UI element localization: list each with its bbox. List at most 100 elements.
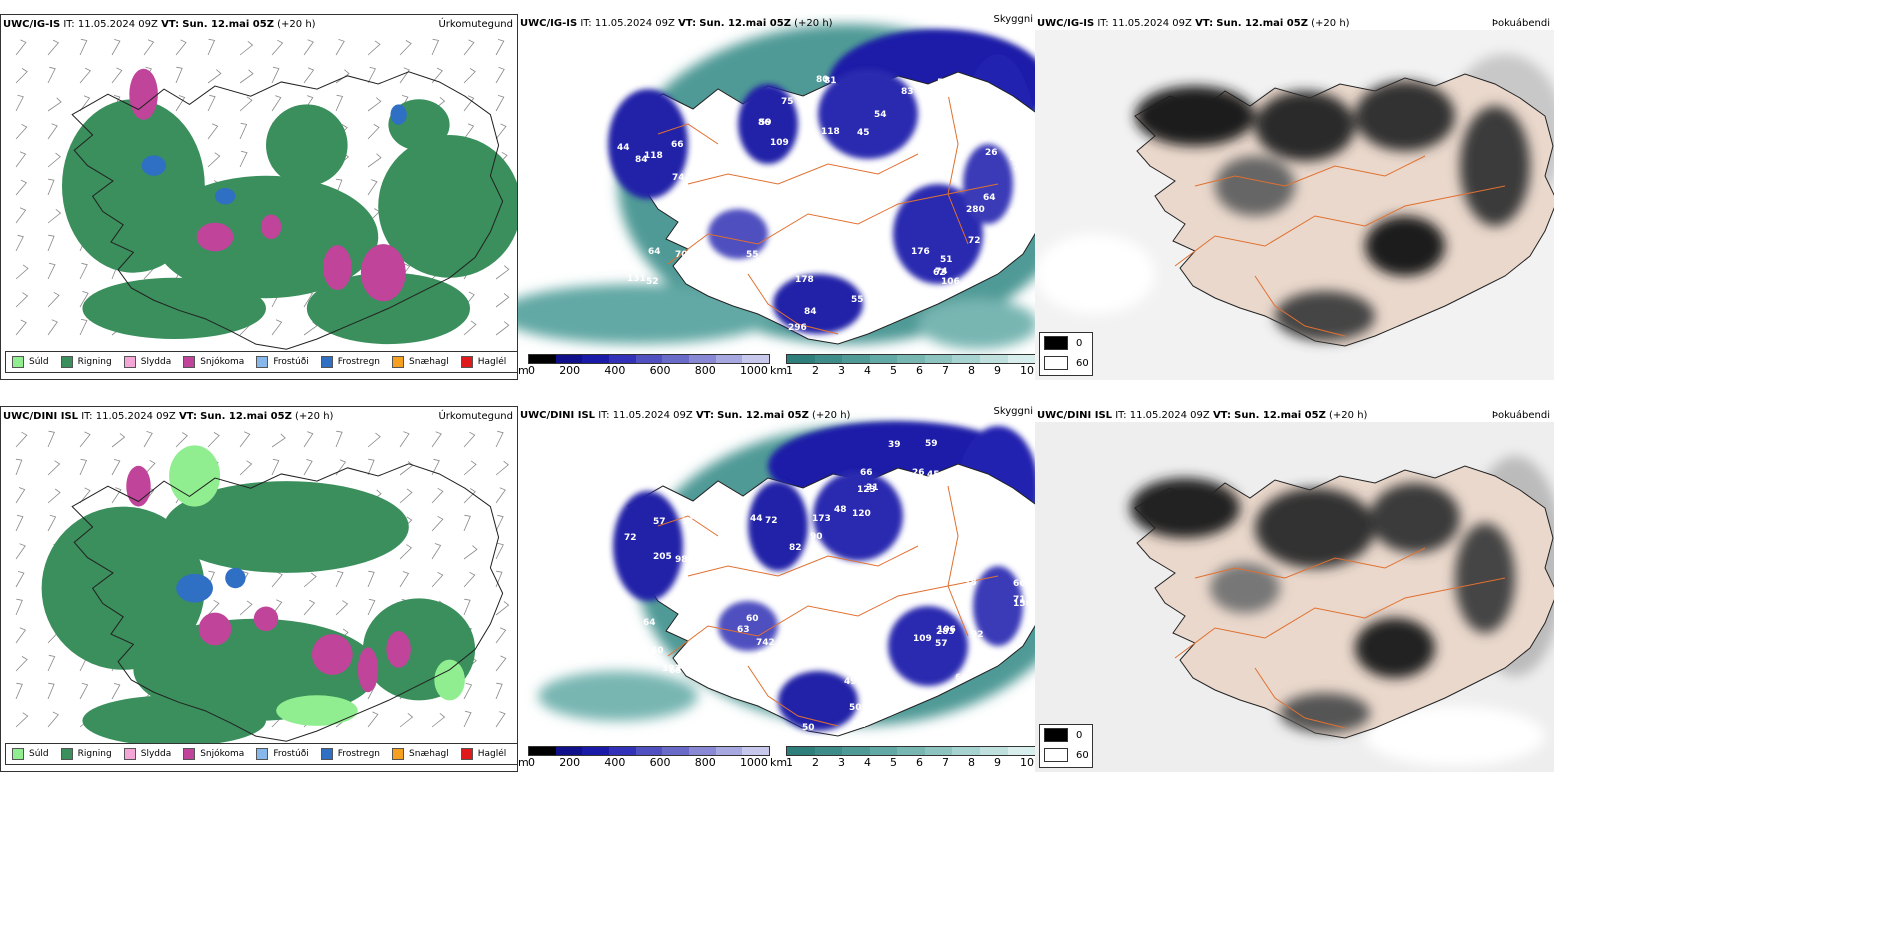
wind-barb (79, 458, 88, 476)
wind-barb (495, 265, 510, 280)
wind-barb (495, 460, 509, 476)
visibility-label: 80 (816, 75, 829, 85)
wind-barb (15, 68, 28, 84)
visibility-label: 28 (932, 100, 945, 110)
visibility-label: 45 (1010, 233, 1023, 243)
legend-label: Frostregn (337, 357, 381, 367)
visibility-label: 75 (682, 517, 695, 527)
legend-swatch (123, 748, 136, 760)
visibility-label: 64 (648, 247, 661, 257)
visibility-label: 60 (746, 614, 759, 624)
wind-barb (15, 598, 23, 616)
wind-barb (15, 234, 24, 252)
visibility-label: 104 (789, 228, 808, 238)
wind-barb (47, 488, 61, 504)
legend-item: Frostúði (256, 356, 309, 368)
visibility-label: 118 (821, 127, 840, 137)
visibility-label: 123 (857, 485, 876, 495)
wind-barb (303, 599, 316, 616)
colorbar-ticks: 1 2 3 4 5 6 7 8 9 10 (786, 364, 1034, 377)
wind-barb (495, 542, 504, 560)
legend-swatch (460, 748, 473, 760)
wind-barb (47, 711, 59, 728)
visibility-label: 38 (964, 578, 977, 588)
colorbar-tick: 800 (694, 364, 716, 377)
wind-barb (431, 543, 442, 560)
wind-barb (15, 682, 23, 700)
wind-barb (367, 66, 376, 84)
wind-barb (399, 40, 412, 56)
panel-title: Skyggni (993, 406, 1033, 417)
colorbar-tick: 2 (812, 756, 819, 769)
visibility-label: 51 (940, 255, 953, 265)
wind-barb (463, 68, 476, 84)
visibility-label: 98 (675, 555, 688, 565)
visibility-label: 66 (1013, 579, 1026, 589)
visibility-label: 83 (901, 87, 914, 97)
wind-barb (111, 487, 122, 504)
wind-barb (303, 67, 315, 84)
fog-legend-label: 60 (1076, 357, 1089, 369)
wind-barb (175, 39, 187, 56)
colorbar-tick: 200 (559, 756, 581, 769)
wind-barb (47, 39, 60, 56)
colorbar-tick: 1 (786, 756, 793, 769)
legend-item: Snæhagl (392, 356, 449, 368)
wind-barb (463, 545, 478, 560)
wind-barb (335, 430, 343, 448)
legend-item: Haglél (460, 748, 506, 760)
legend-label: Slydda (140, 357, 172, 367)
fog-legend-item: 0 (1040, 333, 1092, 353)
legend-swatch (60, 748, 73, 760)
wind-barb (495, 487, 506, 504)
visibility-label: 48 (834, 505, 847, 515)
wind-barb (143, 431, 153, 448)
visibility-label: 57 (653, 517, 666, 527)
legend-item: Snjókoma (183, 748, 244, 760)
visibility-label: 57 (935, 639, 948, 649)
wind-barb (47, 234, 55, 252)
visibility-label: 84 (635, 155, 648, 165)
wind-barb (463, 514, 471, 532)
wind-barb (47, 291, 60, 308)
colorbar-tick: 10 (1020, 756, 1034, 769)
visibility-label: 84 (938, 103, 951, 113)
wind-barb (271, 95, 282, 112)
visibility-label: 75 (781, 97, 794, 107)
legend-item: Haglél (460, 356, 506, 368)
visibility-label: 109 (770, 138, 789, 148)
visibility-panel-dini: UWC/DINI ISL IT: 11.05.2024 09Z VT: Sun.… (518, 406, 1035, 772)
wind-barb (47, 430, 55, 448)
wind-barb (431, 67, 443, 84)
wind-barb (271, 66, 280, 84)
wind-barb (207, 432, 220, 448)
visibility-label: 106 (941, 277, 960, 287)
visibility-label: 26 (985, 148, 998, 158)
visibility-label: 47 (921, 481, 934, 491)
visibility-label: 57 (805, 151, 818, 161)
wind-barb (399, 461, 414, 476)
wind-barb (111, 459, 121, 476)
wind-barb (15, 292, 29, 308)
panel-title: Þokuábendi (1491, 18, 1550, 29)
visibility-label: 52 (646, 277, 659, 287)
visibility-label: 90 (810, 532, 823, 542)
visibility-label: 62 (933, 268, 946, 278)
visibility-label: 26 (912, 468, 925, 478)
visibility-label: 280 (1004, 117, 1023, 127)
wind-barb (79, 262, 88, 280)
wind-barb (79, 431, 91, 448)
visibility-legend: m 0 200 400 600 800 1000 km 1 2 3 4 5 6 7 8 9 10 (518, 352, 1035, 380)
visibility-label: 283 (936, 627, 955, 637)
legend-item: Rigning (60, 356, 112, 368)
colorbar-tick: 400 (604, 756, 626, 769)
wind-barb (175, 432, 188, 448)
wind-barb (463, 710, 472, 728)
legend-swatch (256, 748, 269, 760)
colorbar-unit: m (518, 756, 529, 769)
legend-item: Slydda (123, 748, 171, 760)
colorbar-tick: 3 (838, 364, 845, 377)
legend-label: Súld (29, 749, 49, 759)
wind-barb (399, 571, 410, 588)
wind-barb (15, 627, 27, 644)
